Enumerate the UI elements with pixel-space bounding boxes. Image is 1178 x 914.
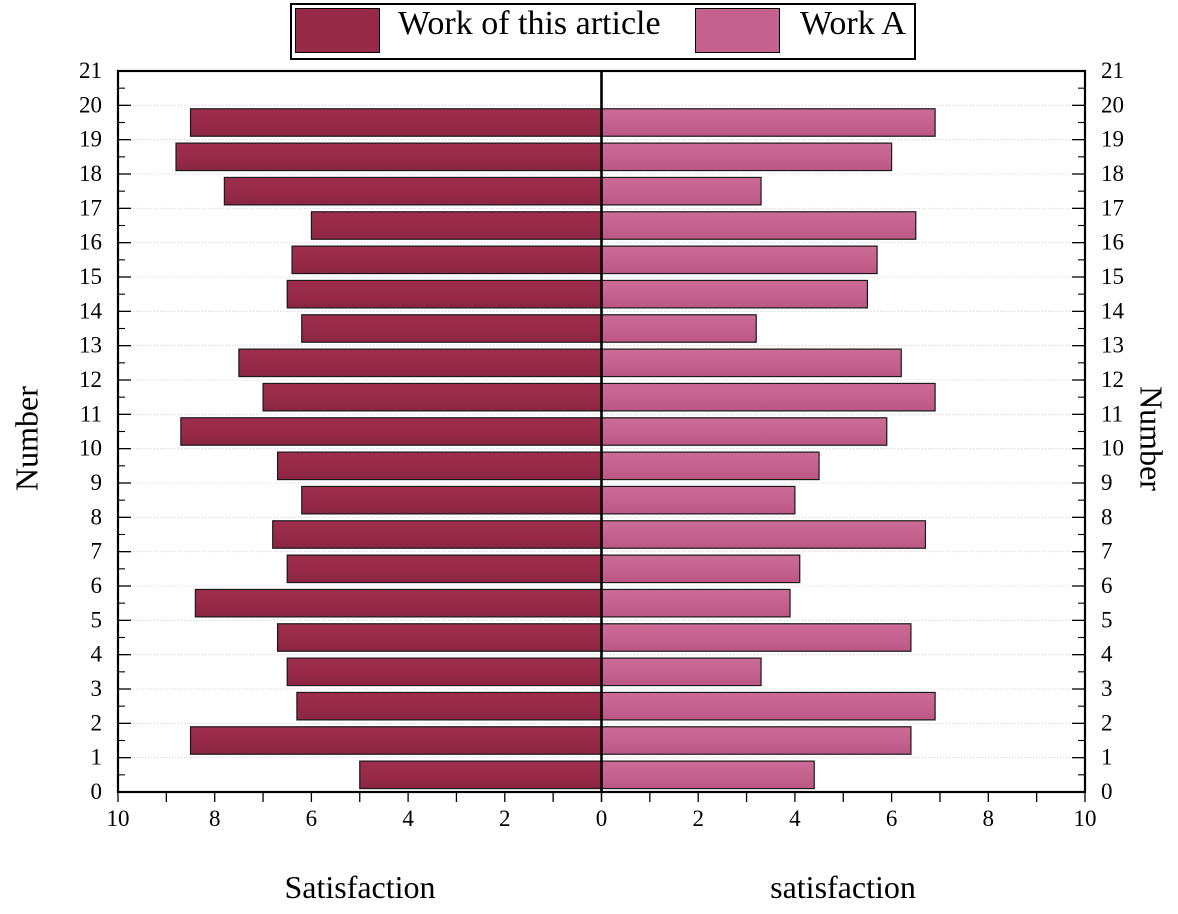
svg-text:18: 18 (79, 161, 102, 186)
svg-text:8: 8 (209, 806, 221, 831)
svg-text:1: 1 (1101, 745, 1113, 770)
svg-text:12: 12 (1101, 367, 1124, 392)
svg-text:9: 9 (1101, 470, 1113, 495)
svg-text:6: 6 (91, 573, 103, 598)
svg-text:2: 2 (1101, 710, 1113, 735)
svg-text:4: 4 (91, 642, 103, 667)
svg-text:20: 20 (1101, 92, 1124, 117)
svg-text:1: 1 (91, 745, 103, 770)
svg-text:6: 6 (1101, 573, 1113, 598)
svg-text:10: 10 (79, 436, 102, 461)
svg-text:5: 5 (1101, 607, 1113, 632)
svg-text:18: 18 (1101, 161, 1124, 186)
svg-text:16: 16 (79, 230, 102, 255)
svg-text:14: 14 (79, 298, 103, 323)
svg-text:6: 6 (306, 806, 318, 831)
svg-text:13: 13 (1101, 333, 1124, 358)
svg-text:9: 9 (91, 470, 103, 495)
svg-text:11: 11 (80, 401, 102, 426)
svg-text:5: 5 (91, 607, 103, 632)
svg-text:7: 7 (1101, 539, 1113, 564)
svg-text:2: 2 (91, 710, 103, 735)
svg-text:17: 17 (79, 195, 102, 220)
svg-text:14: 14 (1101, 298, 1125, 323)
svg-text:8: 8 (1101, 504, 1113, 529)
svg-text:11: 11 (1101, 401, 1123, 426)
svg-text:6: 6 (886, 806, 898, 831)
svg-text:17: 17 (1101, 195, 1124, 220)
svg-text:8: 8 (983, 806, 995, 831)
svg-text:4: 4 (789, 806, 801, 831)
svg-text:19: 19 (79, 127, 102, 152)
svg-text:2: 2 (499, 806, 511, 831)
svg-text:8: 8 (91, 504, 103, 529)
svg-text:20: 20 (79, 92, 102, 117)
svg-text:10: 10 (107, 806, 130, 831)
svg-text:12: 12 (79, 367, 102, 392)
svg-text:3: 3 (91, 676, 103, 701)
svg-text:10: 10 (1101, 436, 1124, 461)
svg-text:10: 10 (1074, 806, 1097, 831)
svg-text:2: 2 (692, 806, 704, 831)
svg-text:4: 4 (1101, 642, 1113, 667)
svg-text:7: 7 (91, 539, 103, 564)
svg-text:21: 21 (1101, 58, 1124, 83)
svg-text:15: 15 (79, 264, 102, 289)
svg-text:0: 0 (596, 806, 608, 831)
svg-text:15: 15 (1101, 264, 1124, 289)
svg-text:16: 16 (1101, 230, 1124, 255)
svg-text:19: 19 (1101, 127, 1124, 152)
svg-text:0: 0 (91, 779, 103, 804)
svg-text:4: 4 (402, 806, 414, 831)
svg-text:0: 0 (1101, 779, 1113, 804)
svg-text:13: 13 (79, 333, 102, 358)
svg-text:3: 3 (1101, 676, 1113, 701)
svg-text:21: 21 (79, 58, 102, 83)
